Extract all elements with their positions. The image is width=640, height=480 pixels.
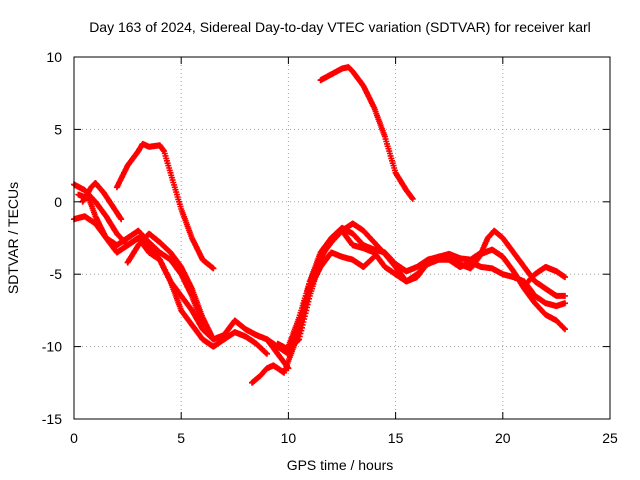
x-tick-label: 15 [388, 430, 404, 446]
series-arc-4 [79, 180, 125, 223]
y-tick-label: -15 [42, 411, 62, 427]
x-tick-label: 20 [495, 430, 511, 446]
series-arc-8 [264, 227, 568, 357]
data-points [317, 64, 416, 202]
x-tick-label: 0 [70, 430, 78, 446]
series-arc-10 [285, 220, 568, 350]
data-points [285, 220, 568, 350]
data-points [264, 227, 568, 357]
data-points [71, 181, 217, 343]
series-arc-1 [71, 181, 217, 343]
tick-layer: 0 5 10 15 20 25 10 5 0 -5 -10 -15 [42, 49, 618, 446]
y-tick-label: 0 [54, 194, 62, 210]
data-points [79, 180, 125, 223]
y-tick-label: 10 [46, 49, 62, 65]
y-axis-label: SDTVAR / TECUs [5, 182, 21, 294]
data-points [113, 140, 217, 272]
y-tick-label: -10 [42, 339, 62, 355]
x-axis-label: GPS time / hours [287, 457, 394, 473]
series-arc-12 [521, 264, 568, 289]
series-arc-5 [113, 140, 217, 272]
x-tick-label: 10 [281, 430, 297, 446]
y-tick-label: -5 [50, 266, 63, 282]
plot-border [73, 56, 611, 420]
data-layer [71, 64, 568, 386]
chart-title: Day 163 of 2024, Sidereal Day-to-day VTE… [89, 19, 591, 35]
x-tick-label: 5 [177, 430, 185, 446]
data-points [521, 264, 568, 289]
series-arc-11 [317, 64, 416, 202]
y-tick-label: 5 [54, 121, 62, 137]
x-tick-label: 25 [602, 430, 618, 446]
